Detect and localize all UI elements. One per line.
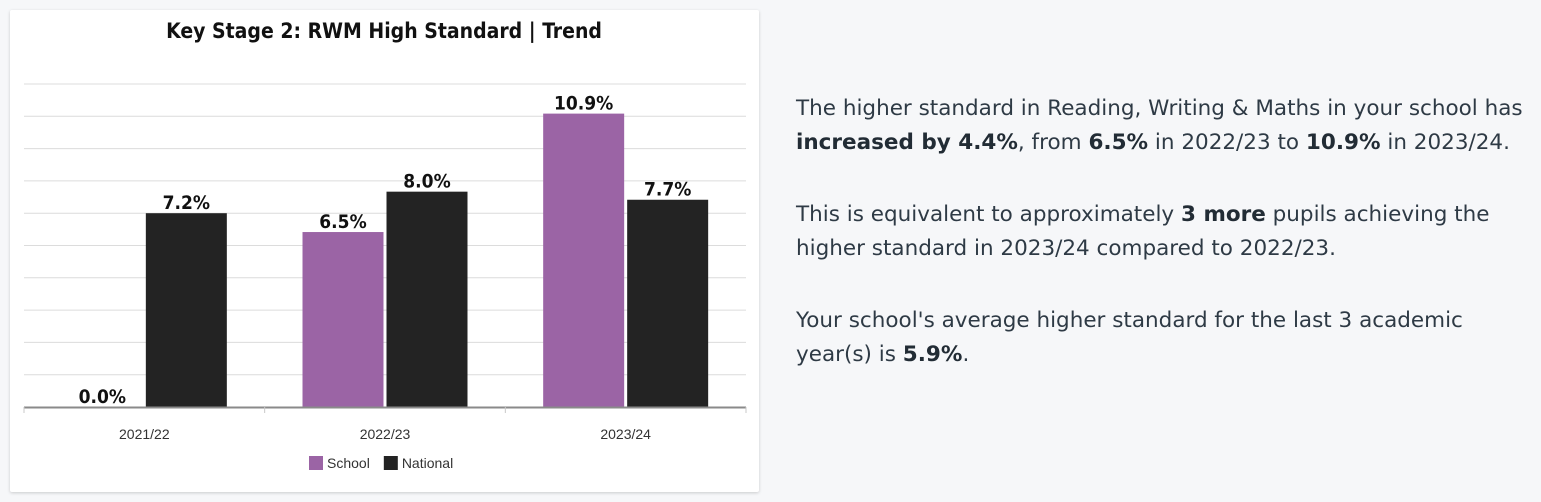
bars	[145, 113, 709, 407]
bar-national-2021-22	[145, 213, 227, 407]
bar-school-2023-24	[543, 113, 625, 407]
data-label-school: 10.9%	[554, 93, 613, 115]
data-labels: 0.0% 6.5% 10.9% 7.2% 8.0% 7.7%	[79, 93, 692, 408]
x-axis: 2021/22 2022/23 2023/24	[23, 406, 747, 442]
gridlines	[24, 83, 746, 376]
summary-paragraph-change: The higher standard in Reading, Writing …	[796, 96, 1523, 155]
data-label-school: 0.0%	[79, 386, 126, 408]
legend-label-national[interactable]: National	[402, 455, 453, 471]
legend-label-school[interactable]: School	[327, 455, 370, 471]
x-tick-label: 2022/23	[360, 426, 411, 442]
legend-swatch-national	[383, 456, 398, 470]
bar-national-2023-24	[627, 199, 709, 407]
x-tick-label: 2021/22	[119, 426, 170, 442]
chart-card: Key Stage 2: RWM High Standard | Trend 0…	[10, 10, 759, 492]
summary-paragraph-pupils: This is equivalent to approximately 3 mo…	[796, 202, 1490, 261]
legend: School National	[309, 455, 453, 471]
chart-title: Key Stage 2: RWM High Standard | Trend	[166, 19, 602, 44]
bar-national-2022-23	[386, 191, 468, 407]
summary-text: The higher standard in Reading, Writing …	[796, 92, 1541, 410]
data-label-national: 8.0%	[403, 171, 450, 193]
data-label-national: 7.2%	[163, 192, 210, 214]
data-label-national: 7.7%	[644, 179, 691, 201]
bar-chart: Key Stage 2: RWM High Standard | Trend 0…	[23, 19, 747, 471]
bar-school-2022-23	[302, 232, 384, 407]
x-tick-label: 2023/24	[600, 426, 651, 442]
data-label-school: 6.5%	[319, 211, 366, 233]
legend-swatch-school	[309, 456, 323, 470]
summary-paragraph-average: Your school's average higher standard fo…	[796, 308, 1463, 367]
